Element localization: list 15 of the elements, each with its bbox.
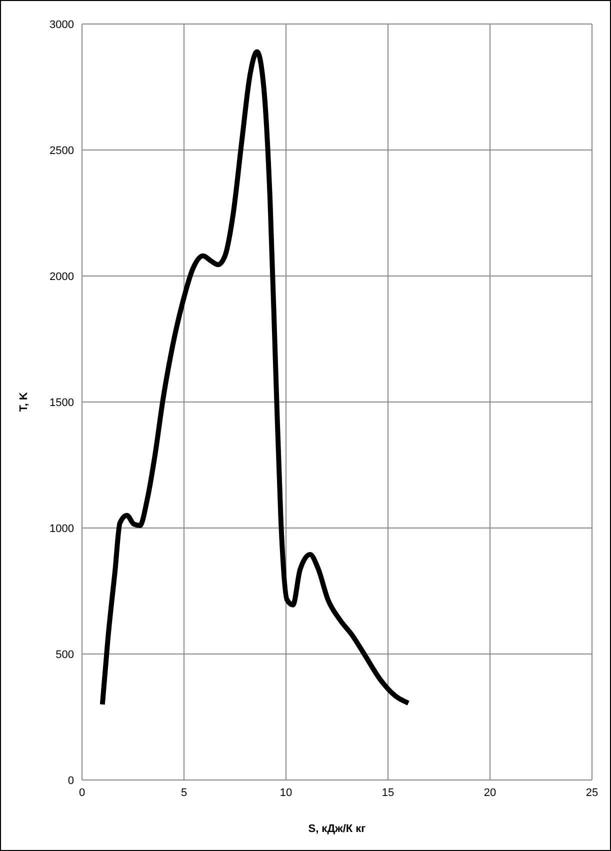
y-tick-label: 1500	[50, 396, 74, 409]
y-tick-label: 2000	[50, 270, 74, 283]
x-tick-label: 0	[78, 786, 86, 799]
y-tick-label: 0	[68, 774, 74, 787]
x-axis-title: S, кДж/К кг	[308, 823, 366, 835]
y-tick-label: 500	[56, 648, 74, 661]
x-tick-label: 10	[280, 786, 292, 799]
y-tick-label: 1000	[50, 522, 74, 535]
y-tick-label: 2500	[50, 144, 74, 157]
y-axis-title: T, K	[18, 392, 30, 412]
x-tick-label: 20	[484, 786, 496, 799]
x-tick-label: 5	[180, 786, 188, 799]
x-tick-label: 25	[586, 786, 598, 799]
y-tick-label: 3000	[50, 18, 74, 31]
x-tick-label: 15	[382, 786, 394, 799]
